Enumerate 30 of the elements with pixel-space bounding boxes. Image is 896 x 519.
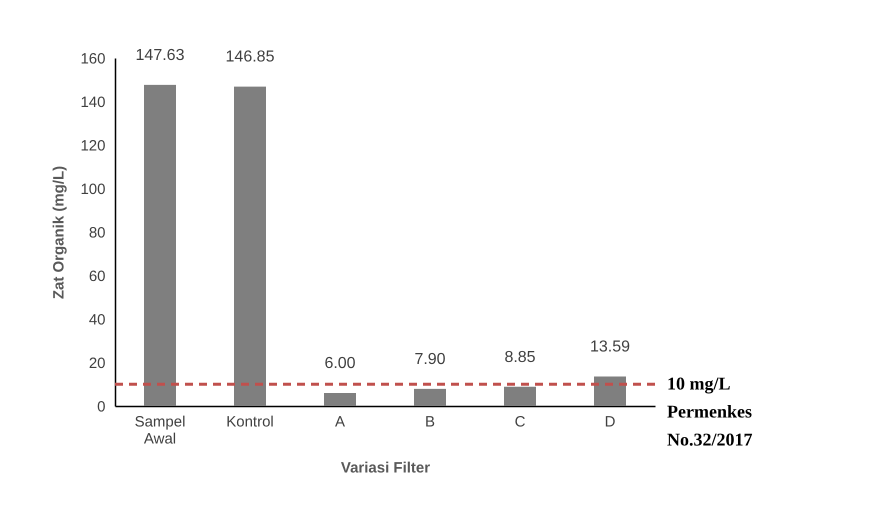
ref-line-label: 10 mg/L Permenkes No.32/2017 [667,373,752,450]
data-label: 146.85 [226,48,275,66]
bar [504,386,536,406]
y-tick-label: 140 [80,94,106,111]
bar [594,376,626,406]
data-label: 147.63 [136,46,185,64]
data-label: 6.00 [324,354,356,372]
y-tick-label: 60 [88,268,106,285]
x-tick-label: Sampel Awal [134,414,186,448]
y-tick-label: 20 [88,355,106,372]
bar [414,388,446,406]
y-tick-label: 0 [97,398,106,416]
y-tick-label: 80 [88,224,106,242]
y-tick-label: 160 [80,50,106,68]
data-label: 8.85 [504,348,536,366]
x-tick-label: B [424,414,436,430]
x-axis-title: Variasi Filter [340,460,430,476]
y-tick-label: 120 [80,138,106,154]
data-label: 13.59 [590,338,630,356]
y-tick-label: 100 [80,181,106,198]
bar [234,86,266,406]
y-axis-title: Zat Organik (mg/L) [50,166,68,300]
bar [324,392,356,406]
bar [144,84,176,406]
x-tick-label: A [334,414,346,430]
x-tick-label: D [604,414,616,430]
y-tick-label: 40 [88,312,106,328]
x-tick-label: Kontrol [226,414,274,430]
x-tick-label: C [514,414,526,430]
data-label: 7.90 [414,350,446,368]
